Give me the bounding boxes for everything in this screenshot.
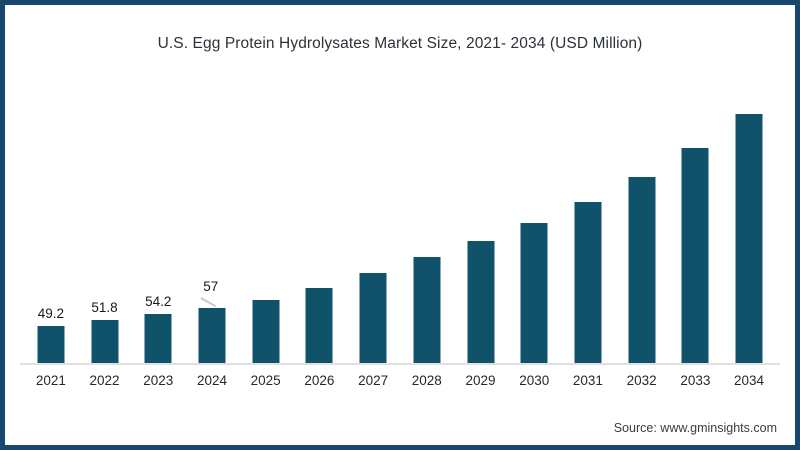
plot-area: 49.2 2021 51.8 2022 54.2 2023 57 2024 2025 2026 20… <box>20 85 780 388</box>
bar-column-2027: 2027 <box>346 85 400 388</box>
x-axis-label-2031: 2031 <box>572 373 603 388</box>
bar-2025 <box>252 300 280 363</box>
x-axis-label-2034: 2034 <box>734 373 765 388</box>
x-axis-label-2027: 2027 <box>358 373 389 388</box>
x-axis-label-2030: 2030 <box>519 373 550 388</box>
bar-2026 <box>305 288 333 363</box>
bar-column-2028: 2028 <box>400 85 454 388</box>
x-axis-label-2025: 2025 <box>250 373 281 388</box>
source-text: Source: www.gminsights.com <box>613 421 777 435</box>
bar-column-2031: 2031 <box>561 85 615 388</box>
bar-value-label-2022: 51.8 <box>91 300 118 315</box>
bar-column-2034: 2034 <box>722 85 776 388</box>
bar-column-2021: 49.2 2021 <box>24 85 78 388</box>
bar-column-2033: 2033 <box>669 85 723 388</box>
x-axis-label-2022: 2022 <box>89 373 120 388</box>
x-axis-line <box>20 363 780 365</box>
bar-column-2022: 51.8 2022 <box>78 85 132 388</box>
x-axis-label-2032: 2032 <box>626 373 657 388</box>
x-axis-label-2021: 2021 <box>35 373 66 388</box>
x-axis-label-2023: 2023 <box>143 373 174 388</box>
bar-2032 <box>628 177 656 363</box>
x-axis-label-2033: 2033 <box>680 373 711 388</box>
bar-column-2026: 2026 <box>293 85 347 388</box>
bar-column-2023: 54.2 2023 <box>131 85 185 388</box>
bar-value-label-2023: 54.2 <box>145 294 172 309</box>
label-leader-line <box>200 296 217 307</box>
bar-2030 <box>520 223 548 363</box>
bar-2029 <box>467 241 495 363</box>
bar-2027 <box>359 273 387 363</box>
bar-column-2029: 2029 <box>454 85 508 388</box>
bar-2022 <box>91 320 119 363</box>
bar-column-2030: 2030 <box>507 85 561 388</box>
bar-2034 <box>735 114 763 363</box>
bar-value-label-2021: 49.2 <box>37 306 64 321</box>
x-axis-label-2029: 2029 <box>465 373 496 388</box>
x-axis-label-2028: 2028 <box>411 373 442 388</box>
bar-value-label-2024: 57 <box>203 279 219 294</box>
bar-2024 <box>198 308 226 363</box>
x-axis-label-2026: 2026 <box>304 373 335 388</box>
bar-2031 <box>574 202 602 363</box>
x-axis-label-2024: 2024 <box>196 373 227 388</box>
bar-2028 <box>413 257 441 363</box>
chart-title: U.S. Egg Protein Hydrolysates Market Siz… <box>157 35 643 52</box>
bar-column-2025: 2025 <box>239 85 293 388</box>
bar-2021 <box>37 326 65 363</box>
bar-column-2024: 57 2024 <box>185 85 239 388</box>
bar-2033 <box>681 148 709 363</box>
bar-2023 <box>144 314 172 363</box>
bar-column-2032: 2032 <box>615 85 669 388</box>
